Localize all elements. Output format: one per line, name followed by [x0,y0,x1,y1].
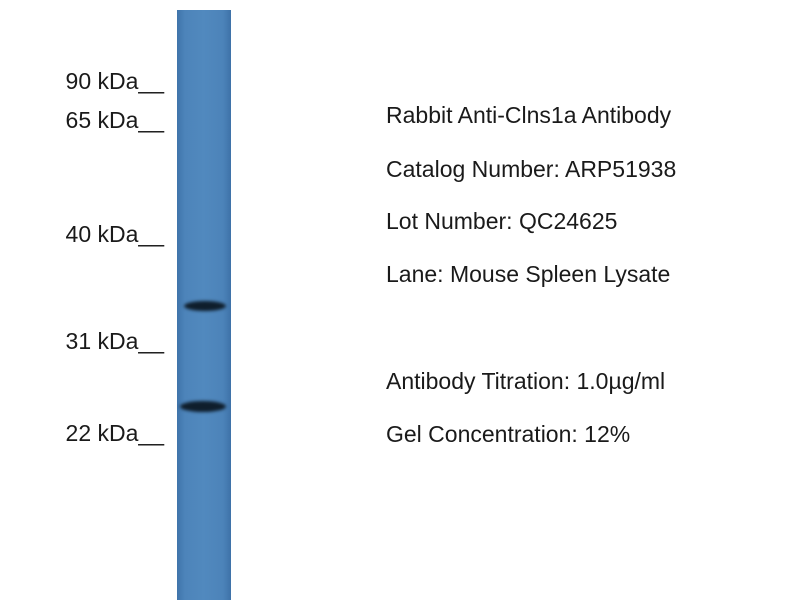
marker-22kda: 22 kDa__ [65,420,164,446]
band-upper [184,301,226,311]
marker-65kda: 65 kDa__ [65,107,164,133]
lot-number: Lot Number: QC24625 [386,208,618,234]
band-lower [180,401,226,412]
marker-40kda: 40 kDa__ [65,221,164,247]
catalog-number: Catalog Number: ARP51938 [386,156,677,182]
antibody-name: Rabbit Anti-Clns1a Antibody [386,102,672,128]
gel-concentration: Gel Concentration: 12% [386,421,631,447]
marker-90kda: 90 kDa__ [65,68,164,94]
lane-description: Lane: Mouse Spleen Lysate [386,261,671,287]
antibody-titration: Antibody Titration: 1.0µg/ml [386,368,666,394]
marker-31kda: 31 kDa__ [65,328,164,354]
